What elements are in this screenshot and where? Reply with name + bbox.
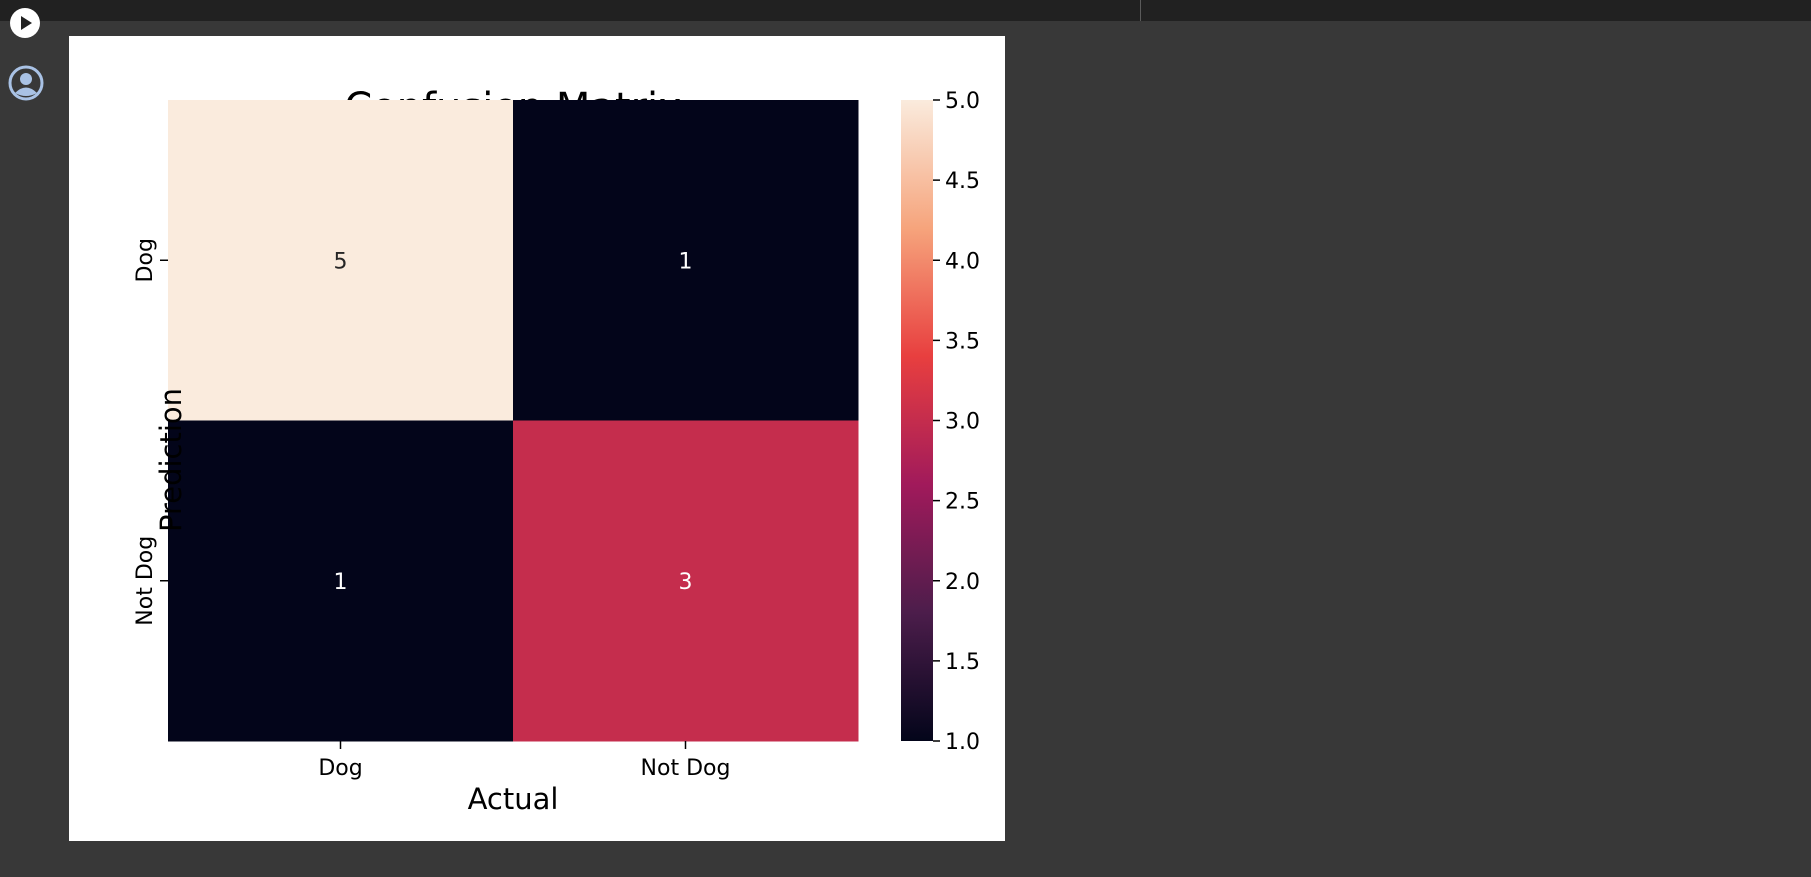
- user-avatar-button[interactable]: [8, 65, 44, 101]
- heatmap-cell: [168, 420, 514, 742]
- colorbar-tick-label: 5.0: [945, 89, 980, 114]
- y-tick-label: Dog: [133, 238, 158, 282]
- colorbar: [901, 100, 933, 741]
- topbar-divider: [1140, 0, 1141, 21]
- heatmap-cell: [513, 420, 859, 742]
- colorbar-tick-label: 3.5: [945, 329, 980, 354]
- x-tick-label: Dog: [318, 756, 362, 781]
- colorbar-tick-label: 3.0: [945, 410, 980, 435]
- x-tick-label: Not Dog: [641, 756, 731, 781]
- heatmap-cell: [513, 100, 859, 421]
- play-circle-icon: [10, 8, 40, 38]
- heatmap-cells: 5 1 1 3: [168, 100, 859, 742]
- colorbar-tick-label: 4.0: [945, 249, 980, 274]
- user-circle-icon: [8, 65, 44, 101]
- colorbar-ticks: 1.0 1.5 2.0 2.5 3.0 3.5 4.0 4.5 5.0: [933, 89, 980, 755]
- heatmap-cell: [168, 100, 514, 421]
- colorbar-tick-label: 2.5: [945, 490, 980, 515]
- cell-annotation: 3: [679, 570, 693, 595]
- cell-annotation: 5: [334, 249, 348, 274]
- cell-annotation: 1: [334, 570, 348, 595]
- notebook-top-bar: [0, 0, 1811, 21]
- x-axis-label: Actual: [468, 782, 559, 816]
- heatmap-axes: Dog Not Dog Dog Not Dog: [133, 238, 730, 781]
- run-cell-button[interactable]: [9, 7, 41, 39]
- colorbar-tick-label: 1.5: [945, 650, 980, 675]
- colorbar-tick-label: 2.0: [945, 570, 980, 595]
- colorbar-tick-label: 1.0: [945, 730, 980, 755]
- y-axis-label: Prediction: [154, 388, 188, 532]
- colorbar-tick-label: 4.5: [945, 169, 980, 194]
- y-tick-label: Not Dog: [133, 536, 158, 626]
- cell-annotation: 1: [679, 249, 693, 274]
